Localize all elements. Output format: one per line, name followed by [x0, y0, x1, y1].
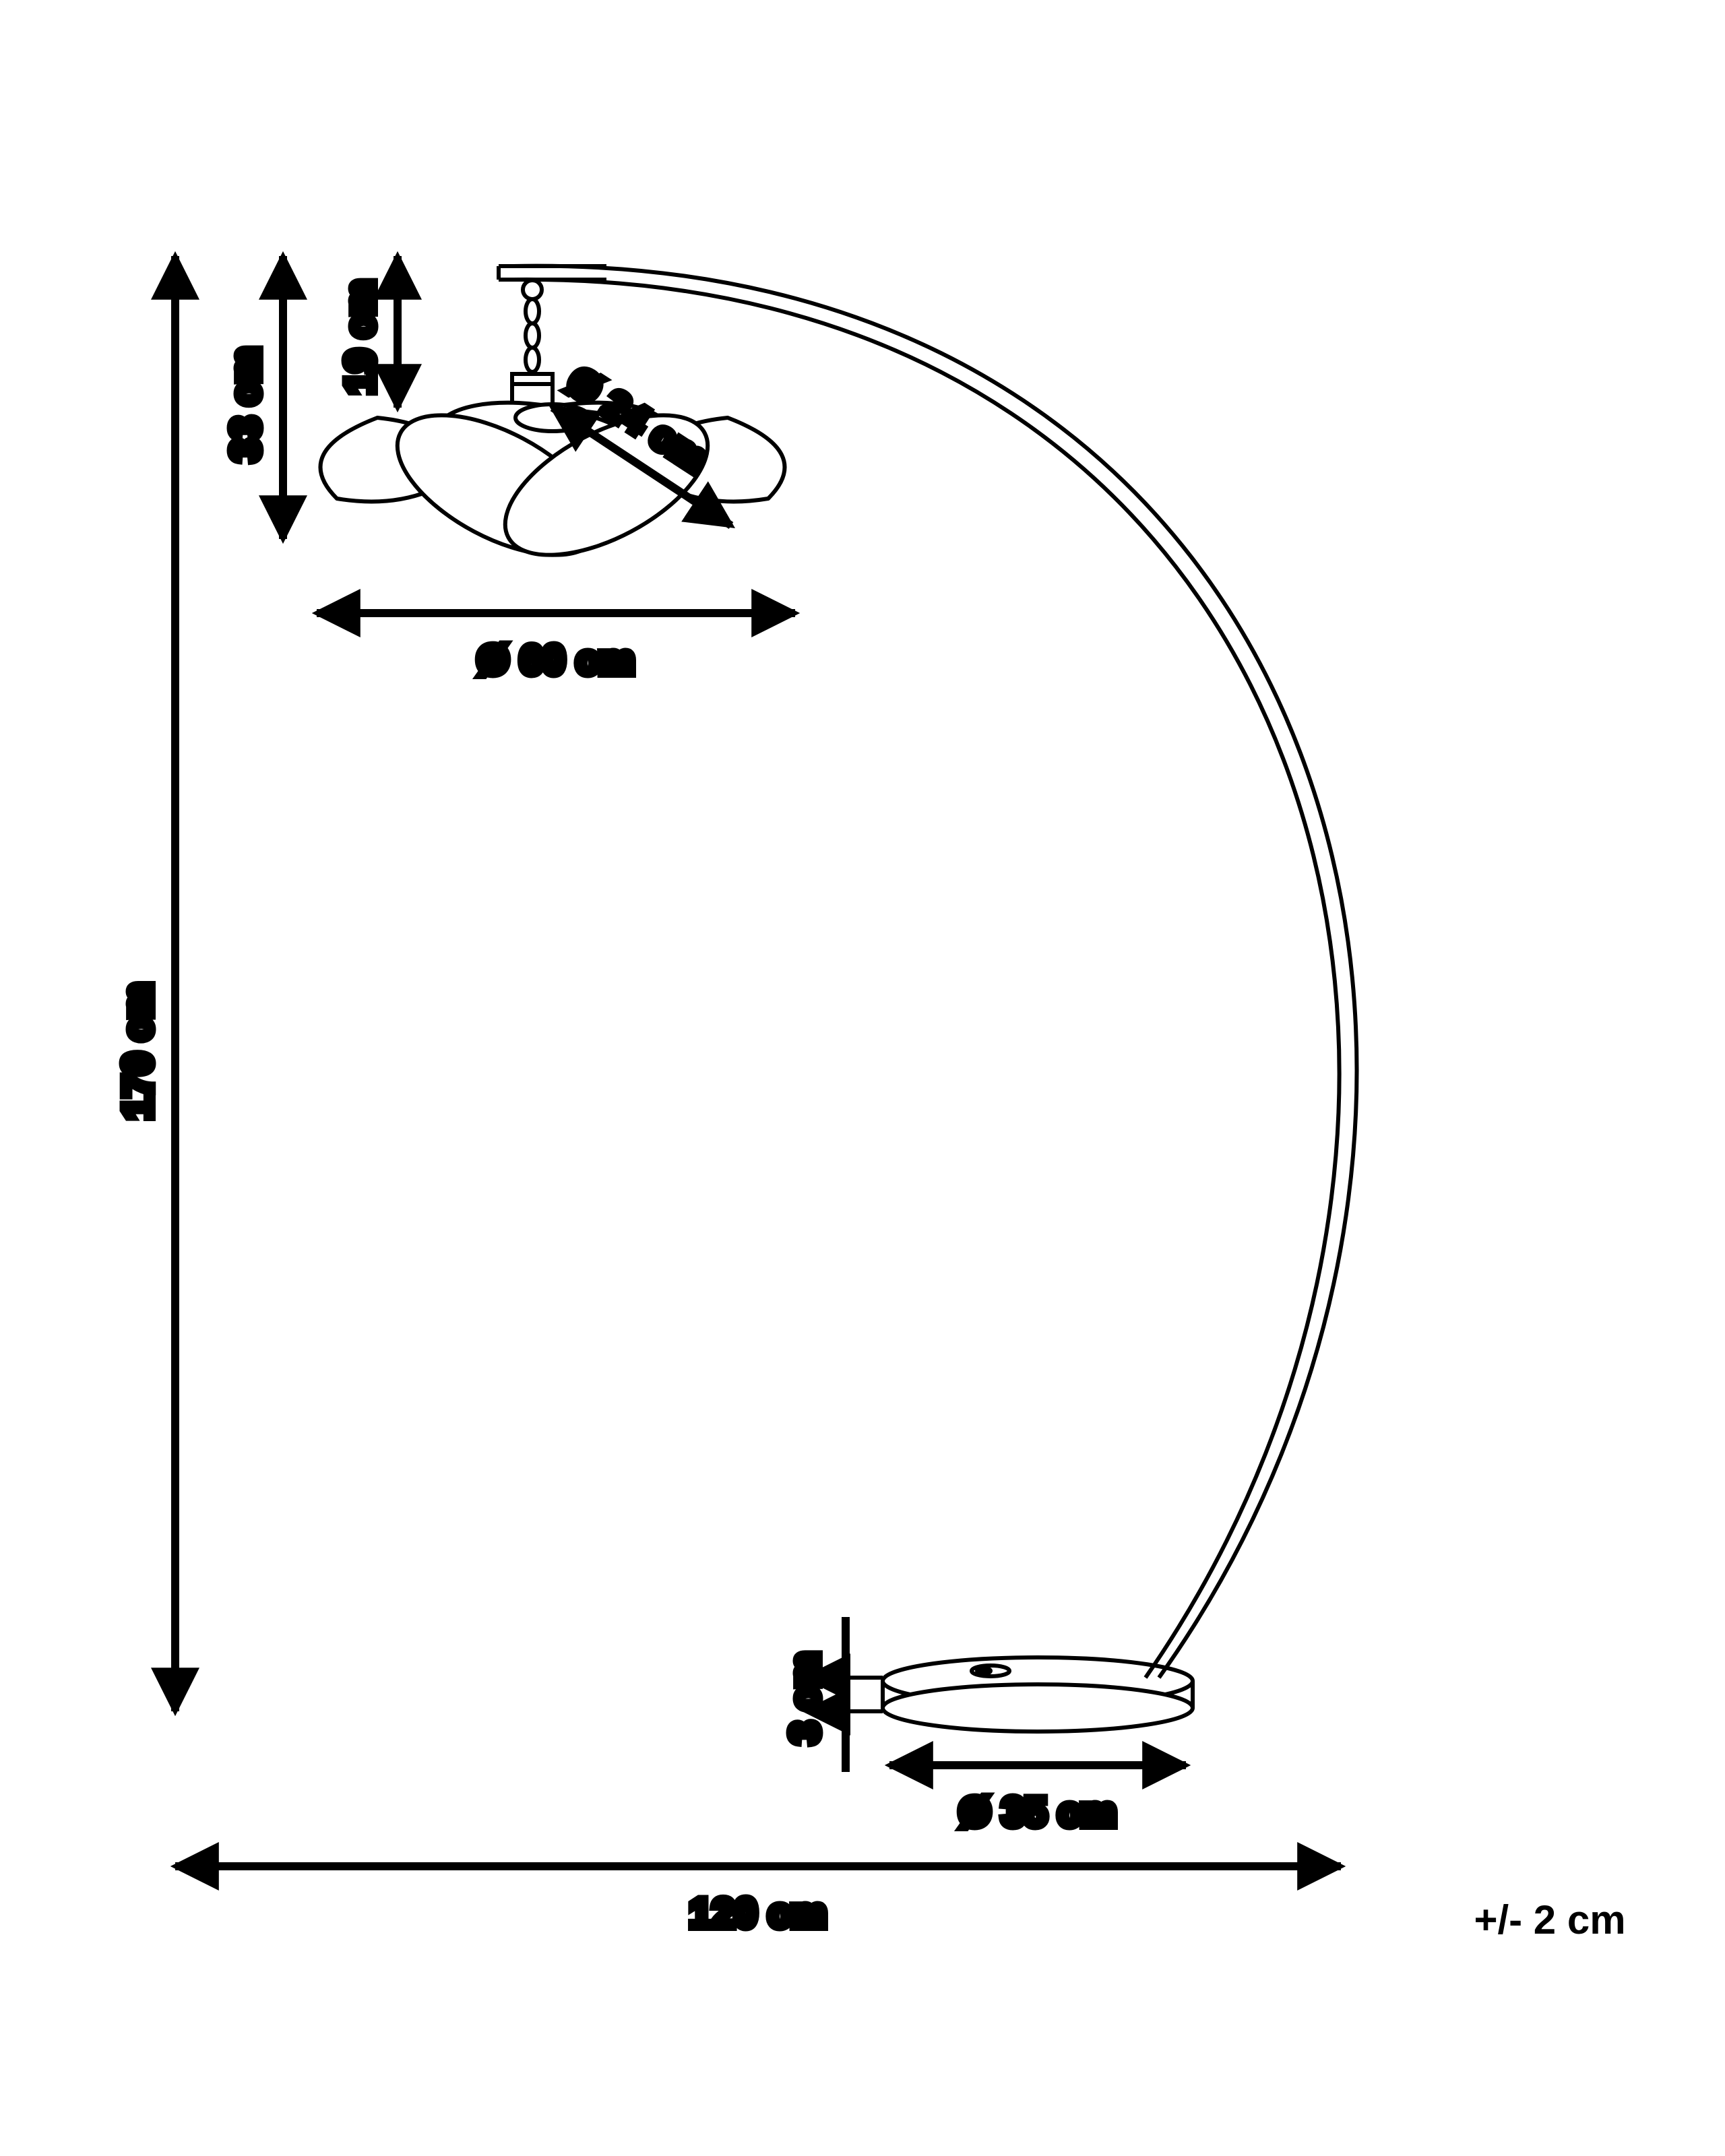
diagram-stage: 170 cm 33 cm 19 cm Ø 24 cm Ø 60 cm 3 cm … — [0, 0, 1725, 2156]
label-total-width: 120 cm — [689, 1891, 827, 1936]
dimensions: 170 cm 33 cm 19 cm Ø 24 cm Ø 60 cm 3 cm … — [115, 256, 1341, 1936]
lamp-shade — [321, 383, 785, 583]
lamp-chain — [512, 280, 553, 408]
label-shade-dia: Ø 60 cm — [477, 637, 634, 683]
label-total-height: 170 cm — [115, 982, 160, 1120]
label-base-thickness: 3 cm — [782, 1652, 827, 1744]
dim-base-thickness — [846, 1617, 883, 1772]
lamp-drawing — [321, 266, 1357, 1732]
lamp-base — [883, 1657, 1193, 1732]
label-chain: 19 cm — [338, 280, 383, 394]
diagram-svg: 170 cm 33 cm 19 cm Ø 24 cm Ø 60 cm 3 cm … — [0, 0, 1725, 2156]
tolerance-label: +/- 2 cm — [1474, 1897, 1625, 1942]
label-shade-height: 33 cm — [223, 347, 268, 462]
label-base-dia: Ø 35 cm — [959, 1789, 1116, 1835]
